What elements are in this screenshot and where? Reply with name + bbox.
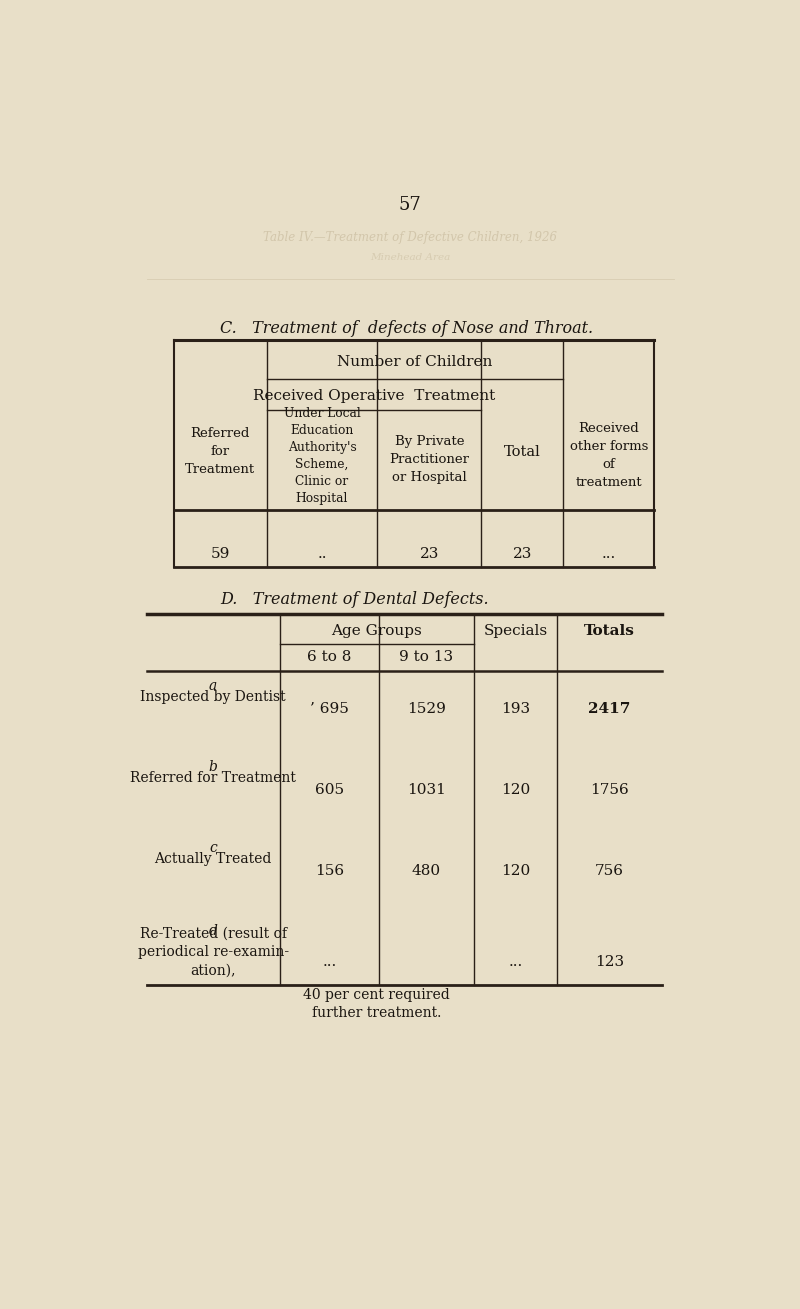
Text: ...: ... (508, 954, 522, 969)
Text: Totals: Totals (584, 624, 635, 639)
Text: Total: Total (504, 445, 541, 459)
Text: Minehead Area: Minehead Area (370, 253, 450, 262)
Text: b: b (209, 761, 218, 774)
Text: Actually Treated: Actually Treated (154, 852, 272, 865)
Text: 156: 156 (315, 864, 344, 878)
Text: Referred
for
Treatment: Referred for Treatment (185, 428, 255, 476)
Text: 1756: 1756 (590, 783, 629, 797)
Text: 1529: 1529 (407, 702, 446, 716)
Text: 40 per cent required
further treatment.: 40 per cent required further treatment. (303, 988, 450, 1020)
Text: 756: 756 (595, 864, 624, 878)
Text: ...: ... (322, 954, 337, 969)
Text: D.   Treatment of Dental Defects.: D. Treatment of Dental Defects. (220, 590, 489, 607)
Text: 1031: 1031 (407, 783, 446, 797)
Text: Re-Treated (result of
periodical re-examin-
ation),: Re-Treated (result of periodical re-exam… (138, 927, 289, 978)
Text: a: a (209, 679, 218, 692)
Text: By Private
Practitioner
or Hospital: By Private Practitioner or Hospital (390, 435, 470, 484)
Text: Received Operative  Treatment: Received Operative Treatment (253, 389, 495, 403)
Text: 2417: 2417 (588, 702, 630, 716)
Text: Received
other forms
of
treatment: Received other forms of treatment (570, 423, 648, 490)
Text: 480: 480 (412, 864, 441, 878)
Text: Specials: Specials (483, 624, 547, 639)
Text: Age Groups: Age Groups (331, 624, 422, 639)
Text: ’ 695: ’ 695 (310, 702, 349, 716)
Text: 9 to 13: 9 to 13 (399, 649, 454, 664)
Text: Table IV.—Treatment of Defective Children, 1926: Table IV.—Treatment of Defective Childre… (263, 232, 557, 245)
Text: 59: 59 (210, 547, 230, 562)
Text: 605: 605 (315, 783, 344, 797)
Text: ...: ... (602, 547, 616, 562)
Text: ..: .. (318, 547, 326, 562)
Text: Under Local
Education
Authority's
Scheme,
Clinic or
Hospital: Under Local Education Authority's Scheme… (284, 407, 361, 505)
Text: 23: 23 (420, 547, 439, 562)
Text: d: d (209, 924, 218, 939)
Text: Referred for Treatment: Referred for Treatment (130, 771, 296, 784)
Text: 23: 23 (513, 547, 532, 562)
Text: 57: 57 (398, 196, 422, 213)
Text: C.   Treatment of  defects of Nose and Throat.: C. Treatment of defects of Nose and Thro… (220, 319, 594, 336)
Text: Number of Children: Number of Children (338, 355, 493, 369)
Text: Inspected by Dentist: Inspected by Dentist (140, 690, 286, 704)
Text: 120: 120 (501, 783, 530, 797)
Text: 193: 193 (501, 702, 530, 716)
Text: c: c (210, 840, 217, 855)
Text: 6 to 8: 6 to 8 (307, 649, 351, 664)
Text: 120: 120 (501, 864, 530, 878)
Text: 123: 123 (595, 954, 624, 969)
